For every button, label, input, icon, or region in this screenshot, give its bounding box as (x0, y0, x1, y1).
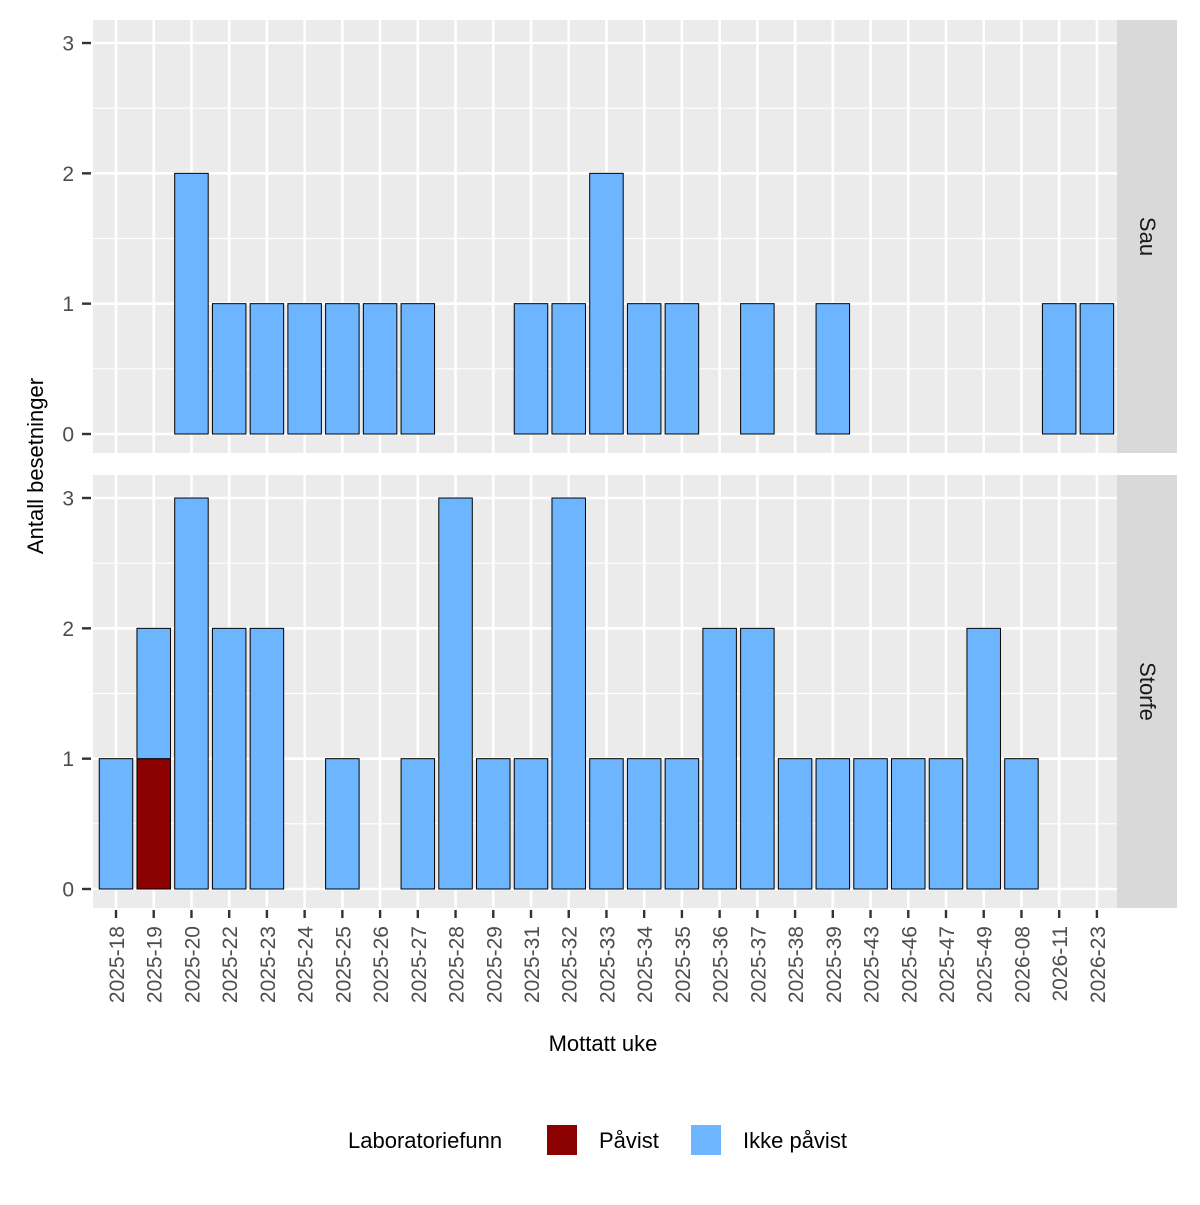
bar-sau-2025-31 (513, 303, 549, 435)
x-tick-label: 2025-49 (974, 926, 997, 1003)
y-tick-label: 0 (62, 424, 74, 447)
bar-storfe-2025-22 (211, 627, 247, 890)
y-tick-label: 2 (62, 618, 74, 641)
bar-sau-2025-23 (249, 303, 285, 435)
x-tick-label: 2025-29 (483, 926, 506, 1003)
x-tick-label: 2025-24 (295, 926, 318, 1003)
panel-sau: 0 1 2 3 Sau (62, 20, 1177, 453)
legend-title: Laboratoriefunn (348, 1128, 502, 1153)
bar-sau-2025-20 (174, 172, 209, 435)
bar-storfe-2025-27 (400, 758, 436, 890)
facet-label-storfe: Storfe (1135, 662, 1160, 721)
x-tick-label: 2025-39 (823, 926, 846, 1003)
y-tick-label: 0 (62, 879, 74, 902)
legend-label-pavist: Påvist (599, 1128, 659, 1153)
x-tick-label: 2025-27 (408, 926, 431, 1003)
panel-storfe: 0 1 2 3 Storfe (62, 475, 1177, 908)
x-tick-label: 2025-46 (898, 926, 921, 1003)
y-tick-label: 2 (62, 163, 74, 186)
x-tick-label: 2026-11 (1049, 926, 1072, 1002)
bar-storfe-2025-23 (249, 627, 285, 890)
x-tick-label: 2025-26 (370, 926, 393, 1003)
bar-storfe-2025-19 (136, 627, 171, 760)
bar-storfe-2025-43 (853, 758, 888, 890)
y-tick-label: 1 (62, 748, 74, 771)
bar-storfe-2025-39 (815, 758, 851, 890)
bar-sau-2026-11 (1041, 303, 1077, 435)
bar-storfe-2025-46 (891, 758, 926, 890)
x-tick-label: 2025-22 (219, 926, 242, 1003)
bar-sau-2025-33 (589, 172, 624, 435)
bar-sau-2025-39 (815, 303, 851, 435)
bar-storfe-2025-34 (626, 758, 662, 890)
x-tick-label: 2025-23 (257, 926, 280, 1003)
bar-storfe-2025-49 (966, 627, 1001, 890)
bar-storfe-2025-18 (98, 758, 134, 890)
x-tick-label: 2025-36 (710, 926, 733, 1003)
x-tick-label: 2026-23 (1087, 926, 1110, 1003)
facet-strip (1117, 475, 1177, 908)
bar-storfe-2025-33 (589, 758, 624, 890)
x-tick-label: 2025-20 (181, 926, 204, 1003)
bar-storfe-2025-28 (438, 497, 473, 890)
bar-storfe-2025-32 (551, 497, 586, 890)
bar-storfe-2025-19 (136, 758, 171, 890)
x-tick-label: 2025-31 (521, 926, 544, 1003)
x-axis-title: Mottatt uke (549, 1031, 658, 1056)
legend-swatch-ikke-pavist (691, 1125, 721, 1155)
x-tick-label: 2025-18 (106, 926, 129, 1003)
y-tick-label: 3 (62, 33, 74, 56)
bar-storfe-2025-20 (174, 497, 209, 890)
bar-sau-2025-35 (664, 303, 700, 435)
bar-storfe-2025-31 (513, 758, 549, 890)
legend-label-ikke-pavist: Ikke påvist (743, 1128, 847, 1153)
x-tick-label: 2025-28 (446, 926, 469, 1003)
x-tick-label: 2025-33 (596, 926, 619, 1003)
x-tick-label: 2025-37 (747, 926, 770, 1003)
bar-sau-2025-26 (362, 303, 398, 435)
x-tick-label: 2025-38 (785, 926, 808, 1003)
bar-storfe-2025-37 (740, 627, 775, 890)
x-tick-label: 2025-32 (559, 926, 582, 1003)
bar-sau-2025-25 (325, 303, 360, 435)
legend-swatch-pavist (547, 1125, 577, 1155)
bar-sau-2025-24 (287, 303, 322, 435)
bar-storfe-2025-38 (777, 758, 813, 890)
y-axis-title: Antall besetninger (23, 378, 48, 554)
bar-sau-2025-27 (400, 303, 436, 435)
bar-storfe-2026-08 (1004, 758, 1039, 890)
bar-sau-2025-22 (211, 303, 247, 435)
x-tick-label: 2025-43 (861, 926, 884, 1003)
x-tick-label: 2025-19 (144, 926, 167, 1003)
x-tick-label: 2025-47 (936, 926, 959, 1003)
x-tick-label: 2025-35 (672, 926, 695, 1003)
bar-sau-2025-34 (626, 303, 662, 435)
facet-label-sau: Sau (1135, 217, 1160, 256)
x-tick-label: 2026-08 (1011, 926, 1034, 1003)
bar-sau-2025-37 (740, 303, 775, 435)
x-tick-label: 2025-34 (634, 926, 657, 1003)
bar-sau-2025-32 (551, 303, 586, 435)
bar-storfe-2025-25 (325, 758, 360, 890)
y-tick-label: 3 (62, 488, 74, 511)
y-tick-label: 1 (62, 293, 74, 316)
facet-strip (1117, 20, 1177, 453)
bar-storfe-2025-35 (664, 758, 700, 890)
x-tick-label: 2025-25 (332, 926, 355, 1003)
legend: Laboratoriefunn Påvist Ikke påvist (348, 1125, 847, 1155)
bar-sau-2026-23 (1079, 303, 1115, 435)
bar-storfe-2025-36 (702, 627, 737, 890)
bar-storfe-2025-47 (928, 758, 964, 890)
bar-storfe-2025-29 (476, 758, 511, 890)
